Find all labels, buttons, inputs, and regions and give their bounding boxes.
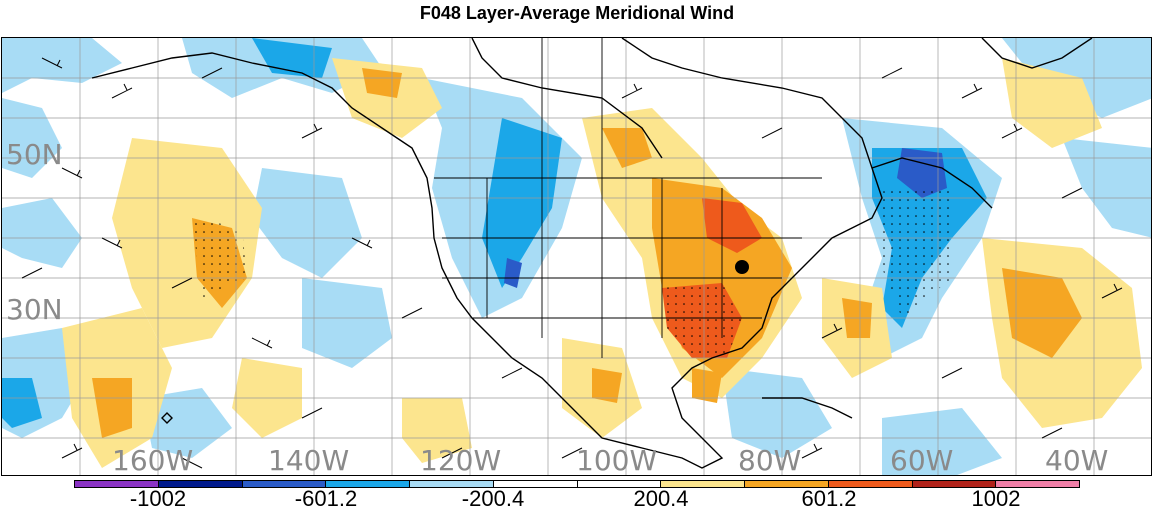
map-title: F048 Layer-Average Meridional Wind [419, 3, 735, 23]
colorbar-swatch [75, 481, 159, 487]
colorbar-swatch [242, 481, 327, 487]
lon-label-40w: 40W [1045, 444, 1109, 477]
graticule [2, 38, 1151, 475]
lon-label-120w: 120W [420, 444, 502, 477]
colorbar-label: -200.4 [461, 486, 525, 511]
lon-label-160w: 160W [112, 444, 194, 477]
wind-barb-icon [21, 57, 1123, 469]
colorbar-swatch [828, 481, 913, 487]
colorbar-swatch [577, 481, 662, 487]
colorbar-label: 601.2 [801, 486, 857, 511]
lat-label-30n: 30N [6, 293, 63, 326]
lat-label-50n: 50N [6, 138, 63, 171]
colorbar-label: -1002 [129, 486, 187, 511]
wind-map [2, 38, 1151, 475]
colorbar-label: -601.2 [294, 486, 358, 511]
colorbar-swatch [912, 481, 997, 487]
lon-label-60w: 60W [890, 444, 954, 477]
colorbar-swatch [745, 481, 829, 487]
colorbar-label: 200.4 [633, 486, 689, 511]
map-panel: 50N 30N [1, 37, 1152, 476]
colorbar-swatch [996, 481, 1079, 487]
colorbar-swatch [158, 481, 243, 487]
lon-label-100w: 100W [576, 444, 658, 477]
colorbar-swatch [410, 481, 494, 487]
colorbar-swatch [661, 481, 745, 487]
colorbar-swatch [493, 481, 578, 487]
lon-label-80w: 80W [738, 444, 802, 477]
lon-label-140w: 140W [268, 444, 350, 477]
colorbar-swatch [326, 481, 410, 487]
station-dot-icon [735, 260, 749, 274]
political-borders [434, 38, 822, 358]
colorbar-label: 1002 [971, 486, 1021, 511]
colorbar [74, 480, 1080, 488]
